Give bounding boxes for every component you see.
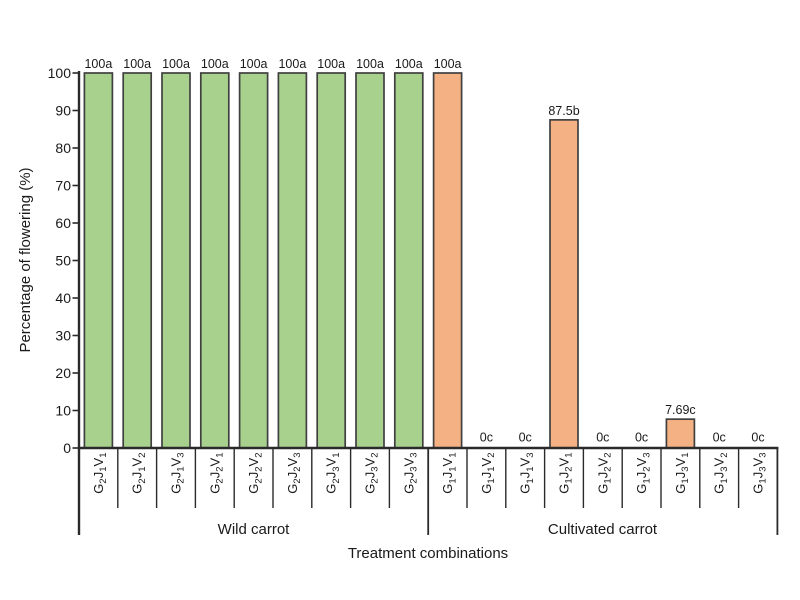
category-tick-label: G2J1V2 [130,453,148,494]
bar [355,72,385,449]
category-tick-label: G2J3V3 [401,453,419,494]
bar-value-label: 100a [240,57,268,71]
bar-value-label: 100a [123,57,151,71]
y-axis-tick-label: 10 [55,403,71,419]
category-tick-label: G1J3V1 [673,453,691,494]
bar-value-label: 0c [480,431,493,445]
bar [199,72,230,449]
bar [122,72,153,449]
category-tick-label: G2J2V2 [246,453,264,494]
bar-value-label: 0c [751,431,764,445]
category-tick-label: G2J2V1 [207,453,225,494]
y-axis-tick-label: 20 [55,365,71,381]
bar [161,72,191,449]
bar-value-label: 100a [162,57,190,71]
category-tick-label: G2J3V2 [363,453,381,494]
y-axis-tick-label: 60 [55,215,71,231]
group-label-wild-carrot: Wild carrot [217,521,290,538]
bar [83,72,114,449]
group-label-cultivated-carrot: Cultivated carrot [547,521,658,538]
category-tick-label: G2J1V3 [169,453,187,494]
bar-value-label: 100a [84,57,112,71]
category-tick-label: G1J3V3 [751,453,769,494]
bar [393,72,424,449]
bar [316,72,347,449]
category-tick-label: G1J2V3 [634,453,652,494]
bar [277,72,308,449]
bar-value-label: 0c [596,431,609,445]
bar [238,72,269,449]
category-tick-label: G1J1V1 [440,453,458,494]
y-axis-tick-label: 80 [55,140,71,156]
y-axis-tick-label: 70 [55,178,71,194]
bar-value-label: 0c [635,431,648,445]
y-axis-tick-label: 30 [55,328,71,344]
bar-value-label: 100a [395,57,423,71]
bar-value-label: 100a [434,57,462,71]
bar-value-label: 100a [201,57,229,71]
bar-value-label: 100a [278,57,306,71]
bar [549,119,579,449]
bar-value-label: 87.5b [548,104,579,118]
bar-value-label: 100a [356,57,384,71]
category-tick-label: G2J3V1 [324,453,342,494]
bar-value-label: 100a [317,57,345,71]
bar-value-label: 0c [519,431,532,445]
bar [432,72,463,449]
category-tick-label: G1J3V2 [712,453,730,494]
y-axis-title: Percentage of flowering (%) [17,167,34,353]
y-axis-tick-label: 50 [55,253,71,269]
bar-value-label: 7.69c [665,403,696,417]
bar-value-label: 0c [713,431,726,445]
y-axis-tick-label: 100 [48,65,72,81]
category-tick-label: G2J1V1 [91,453,109,494]
x-axis-title: Treatment combinations [347,545,509,562]
category-tick-label: G2J2V3 [285,453,303,494]
bar [665,418,696,449]
category-tick-label: G1J1V3 [518,453,536,494]
category-tick-label: G1J2V1 [557,453,575,494]
y-axis-tick-label: 0 [63,440,71,456]
category-tick-label: G1J1V2 [479,453,497,494]
y-axis-tick-label: 90 [55,103,71,119]
y-axis-tick-label: 40 [55,290,71,306]
category-tick-label: G1J2V2 [595,453,613,494]
